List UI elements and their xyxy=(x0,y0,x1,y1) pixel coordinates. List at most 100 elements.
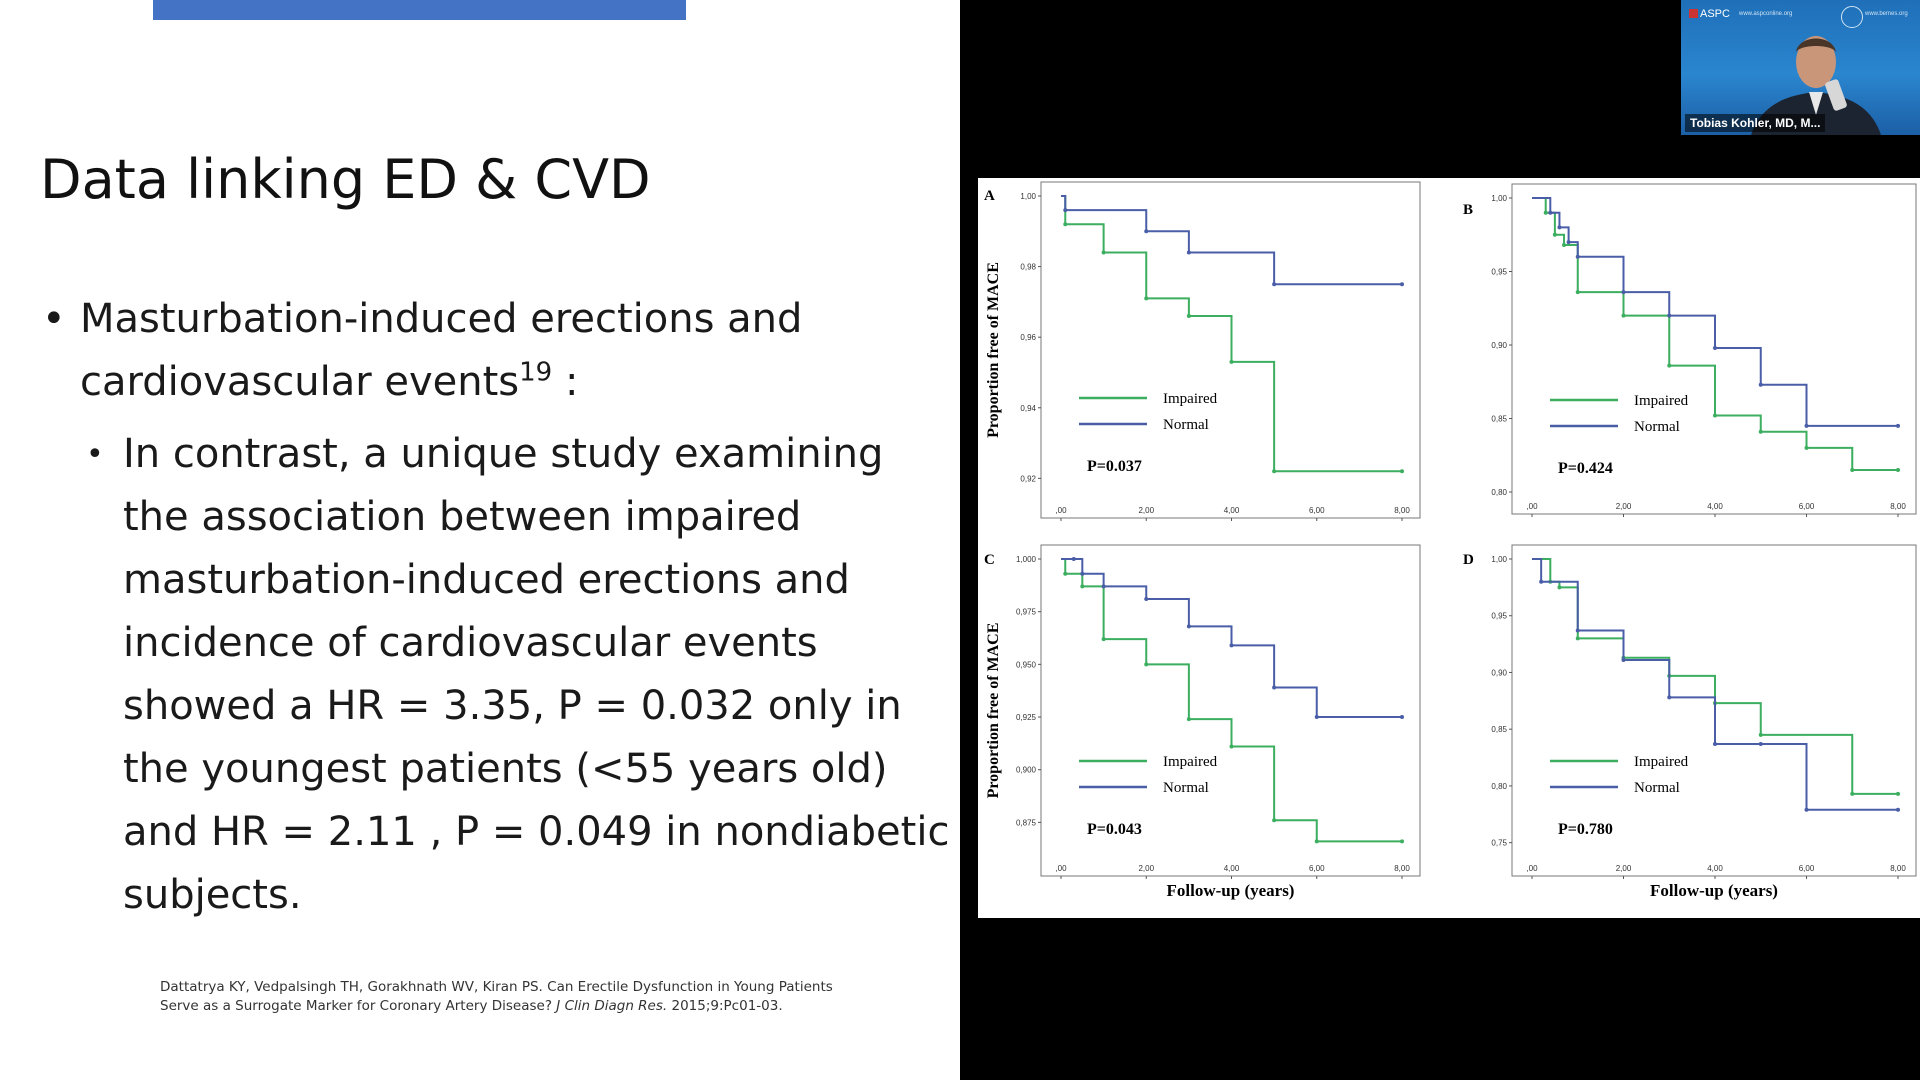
censor-point-normal xyxy=(1575,628,1580,633)
p-value-annotation: P=0.780 xyxy=(1558,821,1613,838)
censor-point-normal xyxy=(1080,571,1085,576)
x-tick-label: 2,00 xyxy=(1616,502,1632,511)
censor-point-normal xyxy=(1071,557,1076,561)
citation-details: 2015;9:Pc01-03. xyxy=(667,998,783,1014)
censor-point-impaired xyxy=(1562,243,1567,248)
series-line-impaired xyxy=(1061,195,1402,473)
censor-point-impaired xyxy=(1804,445,1809,450)
reference-superscript: 19 xyxy=(519,357,553,388)
censor-point-normal xyxy=(1186,624,1191,629)
participant-video-tile[interactable]: ASPC www.aspconline.org www.bemes.org To… xyxy=(1681,0,1920,135)
y-tick-label: 0,975 xyxy=(1016,608,1037,617)
x-tick-label: 4,00 xyxy=(1224,864,1240,873)
censor-point-impaired xyxy=(1896,791,1900,796)
censor-point-normal xyxy=(1548,210,1553,215)
censor-point-normal xyxy=(1621,657,1626,662)
series-line-impaired xyxy=(1061,558,1402,843)
censor-point-impaired xyxy=(1557,585,1562,590)
aspc-logo: ASPC xyxy=(1689,8,1730,20)
censor-point-impaired xyxy=(1063,571,1068,576)
censor-point-normal xyxy=(1566,240,1571,245)
censor-point-normal xyxy=(1667,695,1672,700)
slide-accent-bar xyxy=(153,0,686,20)
y-tick-label: 1,000 xyxy=(1016,555,1037,564)
censor-point-impaired xyxy=(1850,791,1855,796)
censor-point-normal xyxy=(1713,345,1717,350)
censor-point-impaired xyxy=(1850,467,1855,472)
censor-point-impaired xyxy=(1229,744,1234,749)
x-tick-label: 4,00 xyxy=(1707,502,1723,511)
censor-point-normal xyxy=(1272,282,1277,287)
p-value-annotation: P=0.043 xyxy=(1087,821,1142,838)
legend-label-impaired: Impaired xyxy=(1634,393,1689,409)
censor-point-impaired xyxy=(1314,839,1319,844)
participant-name-label: Tobias Kohler, MD, M... xyxy=(1685,114,1826,132)
x-tick-label: 8,00 xyxy=(1890,864,1906,873)
km-panel-c: C 1,000 0,975 0,950 0,925 0,900 0,875 ,00 2,00 4,… xyxy=(984,544,1421,900)
censor-point-impaired xyxy=(1080,584,1085,589)
x-tick-label: ,00 xyxy=(1526,502,1538,511)
legend-label-normal: Normal xyxy=(1634,419,1680,435)
x-tick-label: 6,00 xyxy=(1799,502,1815,511)
censor-point-normal xyxy=(1804,807,1809,812)
bullet-main-suffix: : xyxy=(552,359,579,405)
y-tick-label: 0,90 xyxy=(1491,341,1507,350)
y-axis-label: Proportion free of MACE xyxy=(985,623,1002,799)
emblem-icon xyxy=(1841,6,1863,28)
censor-point-impaired xyxy=(1186,314,1191,318)
x-axis-label: Follow-up (years) xyxy=(1167,881,1295,900)
censor-point-normal xyxy=(1575,254,1580,259)
p-value-annotation: P=0.424 xyxy=(1558,460,1613,477)
censor-point-impaired xyxy=(1063,222,1068,227)
y-tick-label: 0,92 xyxy=(1020,474,1036,483)
y-tick-label: 0,80 xyxy=(1491,488,1507,497)
censor-point-impaired xyxy=(1101,250,1106,255)
bullet-dot-icon: • xyxy=(42,296,66,342)
censor-point-impaired xyxy=(1758,732,1763,737)
censor-point-impaired xyxy=(1272,469,1277,474)
censor-point-impaired xyxy=(1575,290,1580,295)
censor-point-normal xyxy=(1272,685,1277,690)
censor-point-normal xyxy=(1144,597,1149,602)
y-tick-label: 0,925 xyxy=(1016,713,1037,722)
emblem-url: www.bemes.org xyxy=(1865,11,1908,17)
y-tick-label: 0,85 xyxy=(1491,415,1507,424)
x-tick-label: ,00 xyxy=(1055,506,1067,515)
series-line-normal xyxy=(1532,558,1898,811)
censor-point-normal xyxy=(1896,807,1900,812)
censor-point-normal xyxy=(1758,382,1763,387)
y-tick-label: 0,75 xyxy=(1491,839,1507,848)
bullet-main-body: Masturbation-induced erections and cardi… xyxy=(80,296,803,405)
km-panel-d: D 1,00 0,95 0,90 0,85 0,80 0,75 ,00 2,00 4,00 6,00… xyxy=(1463,544,1917,900)
legend-label-impaired: Impaired xyxy=(1163,754,1218,770)
censor-point-impaired xyxy=(1552,232,1557,237)
censor-point-impaired xyxy=(1144,662,1149,667)
bullet-sub-text: In contrast, a unique study examining th… xyxy=(123,431,950,918)
y-tick-label: 0,950 xyxy=(1016,660,1037,669)
aspc-url: www.aspconline.org xyxy=(1739,11,1793,17)
legend-label-normal: Normal xyxy=(1163,780,1209,796)
censor-point-normal xyxy=(1804,423,1809,428)
censor-point-normal xyxy=(1713,741,1717,746)
censor-point-impaired xyxy=(1186,717,1191,722)
censor-point-normal xyxy=(1667,313,1672,318)
km-panel-a: A 1,00 0,98 0,96 0,94 0,92 ,00 2,00 4,00 6,00 8,00… xyxy=(984,181,1421,521)
x-tick-label: 6,00 xyxy=(1309,864,1325,873)
citation-journal: J Clin Diagn Res. xyxy=(556,998,668,1014)
censor-point-normal xyxy=(1229,643,1234,648)
censor-point-impaired xyxy=(1758,429,1763,434)
censor-point-impaired xyxy=(1144,296,1149,301)
aspc-logo-text: ASPC xyxy=(1700,8,1730,20)
x-tick-label: 6,00 xyxy=(1309,506,1325,515)
x-tick-label: 8,00 xyxy=(1394,864,1410,873)
citation: Dattatrya KY, Vedpalsingh TH, Gorakhnath… xyxy=(160,978,860,1016)
censor-point-impaired xyxy=(1713,413,1717,418)
x-tick-label: 2,00 xyxy=(1138,506,1154,515)
censor-point-normal xyxy=(1557,225,1562,230)
x-tick-label: 4,00 xyxy=(1707,864,1723,873)
y-tick-label: 0,90 xyxy=(1491,668,1507,677)
y-tick-label: 0,900 xyxy=(1016,766,1037,775)
censor-point-normal xyxy=(1063,208,1068,213)
censor-point-normal xyxy=(1314,715,1319,720)
series-line-normal xyxy=(1532,197,1898,427)
